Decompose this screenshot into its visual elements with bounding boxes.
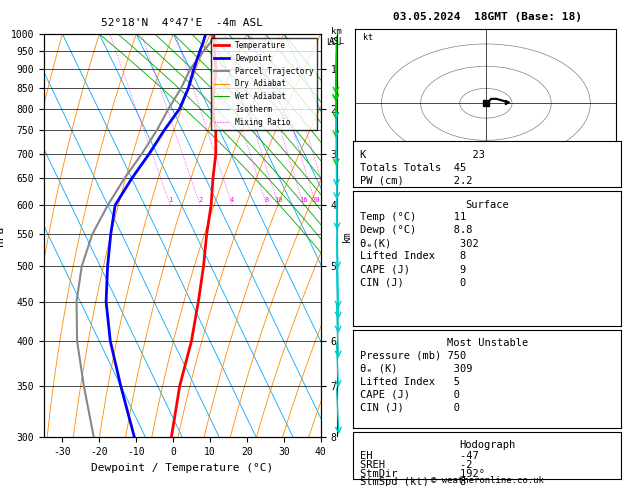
X-axis label: Dewpoint / Temperature (°C): Dewpoint / Temperature (°C)	[91, 463, 274, 473]
Text: km
ASL: km ASL	[328, 27, 345, 46]
Text: Totals Totals  45: Totals Totals 45	[360, 163, 466, 173]
Y-axis label: hPa: hPa	[0, 226, 5, 246]
Text: kt: kt	[363, 33, 373, 41]
Text: θₑ (K)         309: θₑ (K) 309	[360, 364, 472, 374]
Text: θₑ(K)           302: θₑ(K) 302	[360, 238, 479, 248]
Text: 2: 2	[198, 197, 203, 203]
Text: Surface: Surface	[465, 200, 509, 210]
Text: Lifted Index   5: Lifted Index 5	[360, 377, 460, 387]
Text: SREH            -2: SREH -2	[360, 460, 472, 470]
Text: Hodograph: Hodograph	[459, 440, 515, 451]
Text: 1: 1	[168, 197, 172, 203]
Text: © weatheronline.co.uk: © weatheronline.co.uk	[431, 476, 544, 485]
Text: CIN (J)        0: CIN (J) 0	[360, 403, 460, 413]
Text: 8: 8	[265, 197, 269, 203]
Text: 25: 25	[547, 168, 555, 174]
Y-axis label: km
ASL: km ASL	[342, 227, 364, 244]
Text: 10: 10	[274, 197, 282, 203]
Text: Dewp (°C)      8.8: Dewp (°C) 8.8	[360, 225, 472, 235]
Legend: Temperature, Dewpoint, Parcel Trajectory, Dry Adiabat, Wet Adiabat, Isotherm, Mi: Temperature, Dewpoint, Parcel Trajectory…	[211, 38, 317, 130]
Text: 03.05.2024  18GMT (Base: 18): 03.05.2024 18GMT (Base: 18)	[393, 12, 582, 22]
Text: 20: 20	[312, 197, 320, 203]
Text: LCL: LCL	[326, 38, 342, 47]
Text: CIN (J)         0: CIN (J) 0	[360, 278, 466, 288]
Text: 4: 4	[230, 197, 235, 203]
Text: Temp (°C)      11: Temp (°C) 11	[360, 212, 466, 222]
Text: Lifted Index    8: Lifted Index 8	[360, 251, 466, 261]
Text: StmSpd (kt)     8: StmSpd (kt) 8	[360, 477, 466, 486]
Title: 52°18'N  4°47'E  -4m ASL: 52°18'N 4°47'E -4m ASL	[101, 17, 264, 28]
Text: CAPE (J)       0: CAPE (J) 0	[360, 390, 460, 400]
Text: K                 23: K 23	[360, 150, 485, 160]
Text: 16: 16	[299, 197, 308, 203]
Text: CAPE (J)        9: CAPE (J) 9	[360, 264, 466, 275]
Text: PW (cm)        2.2: PW (cm) 2.2	[360, 176, 472, 186]
Text: Pressure (mb) 750: Pressure (mb) 750	[360, 350, 466, 361]
Text: Most Unstable: Most Unstable	[447, 338, 528, 348]
Text: StmDir          192°: StmDir 192°	[360, 469, 485, 479]
Text: 10: 10	[508, 168, 516, 174]
Text: EH              -47: EH -47	[360, 451, 479, 461]
